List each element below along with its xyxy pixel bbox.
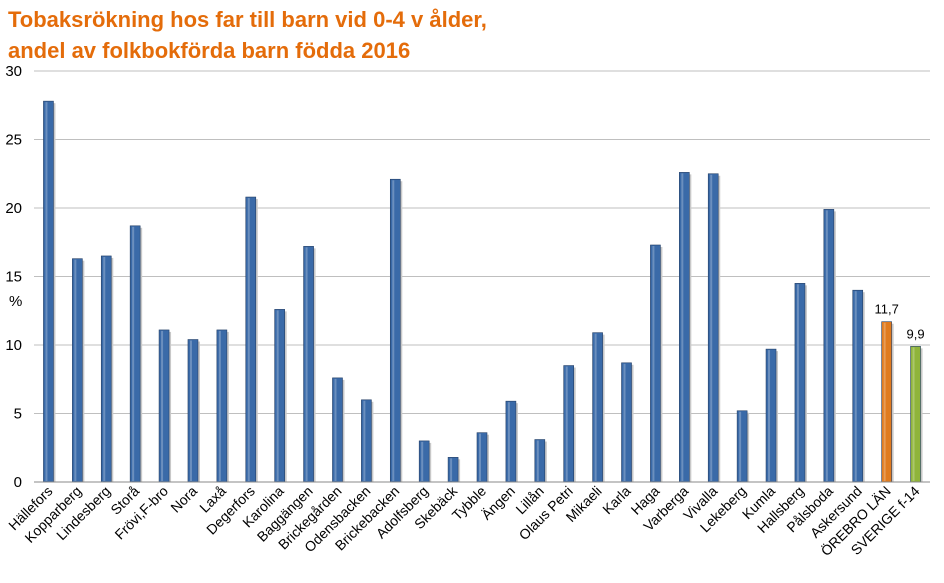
bar bbox=[43, 100, 54, 483]
bar bbox=[476, 432, 488, 483]
bar bbox=[389, 178, 401, 483]
chart-title-line-2: andel av folkbokförda barn födda 2016 bbox=[8, 38, 411, 63]
y-axis-ticks: 0 5 10 15 20 25 30 bbox=[5, 63, 22, 491]
bar bbox=[216, 329, 228, 483]
bar bbox=[72, 258, 83, 483]
bar bbox=[881, 321, 892, 483]
bar bbox=[679, 172, 690, 483]
bar bbox=[621, 362, 632, 483]
bar bbox=[447, 457, 459, 483]
bar-highlight bbox=[825, 210, 828, 481]
bar-highlight bbox=[912, 347, 915, 481]
bar bbox=[563, 365, 575, 483]
bar-highlight bbox=[854, 291, 857, 481]
bar bbox=[187, 339, 199, 483]
bar bbox=[736, 410, 748, 483]
bar bbox=[650, 244, 661, 483]
bar bbox=[534, 439, 546, 483]
bar bbox=[274, 309, 285, 483]
chart-title: Tobaksrökning hos far till barn vid 0-4 … bbox=[8, 4, 487, 66]
bar bbox=[245, 196, 257, 483]
y-tick-label: 30 bbox=[5, 63, 22, 80]
y-tick-label: 15 bbox=[5, 269, 22, 286]
y-tick-label: 20 bbox=[5, 200, 22, 217]
y-tick-label: 5 bbox=[14, 406, 22, 423]
bar-highlight bbox=[276, 310, 279, 481]
bar-highlight bbox=[450, 458, 453, 481]
bar bbox=[303, 246, 314, 483]
bar-highlight bbox=[768, 350, 771, 481]
x-tick-label: Ängen bbox=[478, 483, 518, 523]
bar-highlight bbox=[161, 330, 164, 481]
bars bbox=[43, 100, 923, 483]
bar bbox=[910, 346, 921, 483]
y-tick-label: 0 bbox=[14, 474, 22, 491]
bar-highlight bbox=[247, 198, 250, 482]
bar-highlight bbox=[363, 400, 366, 481]
x-tick-label: Nora bbox=[167, 483, 200, 516]
chart-title-line-1: Tobaksrökning hos far till barn vid 0-4 … bbox=[8, 7, 487, 32]
bar bbox=[707, 173, 719, 483]
bar bbox=[332, 377, 343, 483]
bar-highlight bbox=[334, 378, 337, 481]
bar bbox=[765, 348, 777, 483]
data-label: 9,9 bbox=[907, 326, 925, 341]
bar bbox=[129, 225, 141, 483]
bar-highlight bbox=[421, 441, 424, 481]
bar bbox=[361, 399, 372, 483]
bar bbox=[505, 400, 517, 483]
bar-highlight bbox=[74, 259, 77, 481]
bar bbox=[852, 289, 864, 483]
bar-highlight bbox=[652, 245, 655, 481]
x-tick-label: Karla bbox=[599, 483, 634, 518]
y-tick-label: 25 bbox=[5, 132, 22, 149]
bar-highlight bbox=[710, 174, 713, 481]
bar bbox=[794, 283, 806, 483]
bar-highlight bbox=[305, 247, 308, 481]
bar-highlight bbox=[103, 256, 106, 481]
data-labels: 11,7 9,9 bbox=[874, 302, 924, 342]
data-label: 11,7 bbox=[874, 302, 898, 317]
bar-highlight bbox=[594, 333, 597, 481]
bar-highlight bbox=[392, 180, 395, 482]
y-axis-label: % bbox=[9, 293, 22, 310]
gridlines bbox=[34, 70, 930, 414]
bar-highlight bbox=[623, 363, 626, 481]
bar-highlight bbox=[796, 284, 799, 481]
bar-highlight bbox=[132, 226, 135, 481]
y-tick-label: 10 bbox=[5, 337, 22, 354]
bar-highlight bbox=[507, 402, 510, 481]
bar-highlight bbox=[479, 433, 481, 481]
bar-highlight bbox=[189, 340, 192, 481]
bar-highlight bbox=[45, 102, 48, 481]
bar bbox=[158, 329, 170, 483]
bar-highlight bbox=[681, 173, 684, 481]
bar-highlight bbox=[536, 440, 539, 481]
bar bbox=[418, 440, 430, 483]
bar-highlight bbox=[739, 411, 742, 481]
bar-highlight bbox=[883, 322, 886, 481]
bar bbox=[823, 209, 835, 483]
bar-highlight bbox=[565, 366, 568, 481]
bar bbox=[592, 332, 603, 483]
category-labels: HälleforsKopparbergLindesbergStoråFrövi,… bbox=[5, 482, 923, 559]
bar bbox=[100, 255, 112, 483]
bar-highlight bbox=[218, 330, 221, 481]
